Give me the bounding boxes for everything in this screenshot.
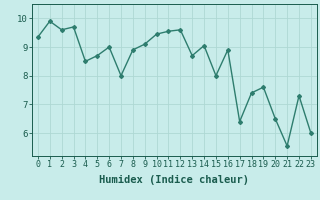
X-axis label: Humidex (Indice chaleur): Humidex (Indice chaleur)	[100, 175, 249, 185]
